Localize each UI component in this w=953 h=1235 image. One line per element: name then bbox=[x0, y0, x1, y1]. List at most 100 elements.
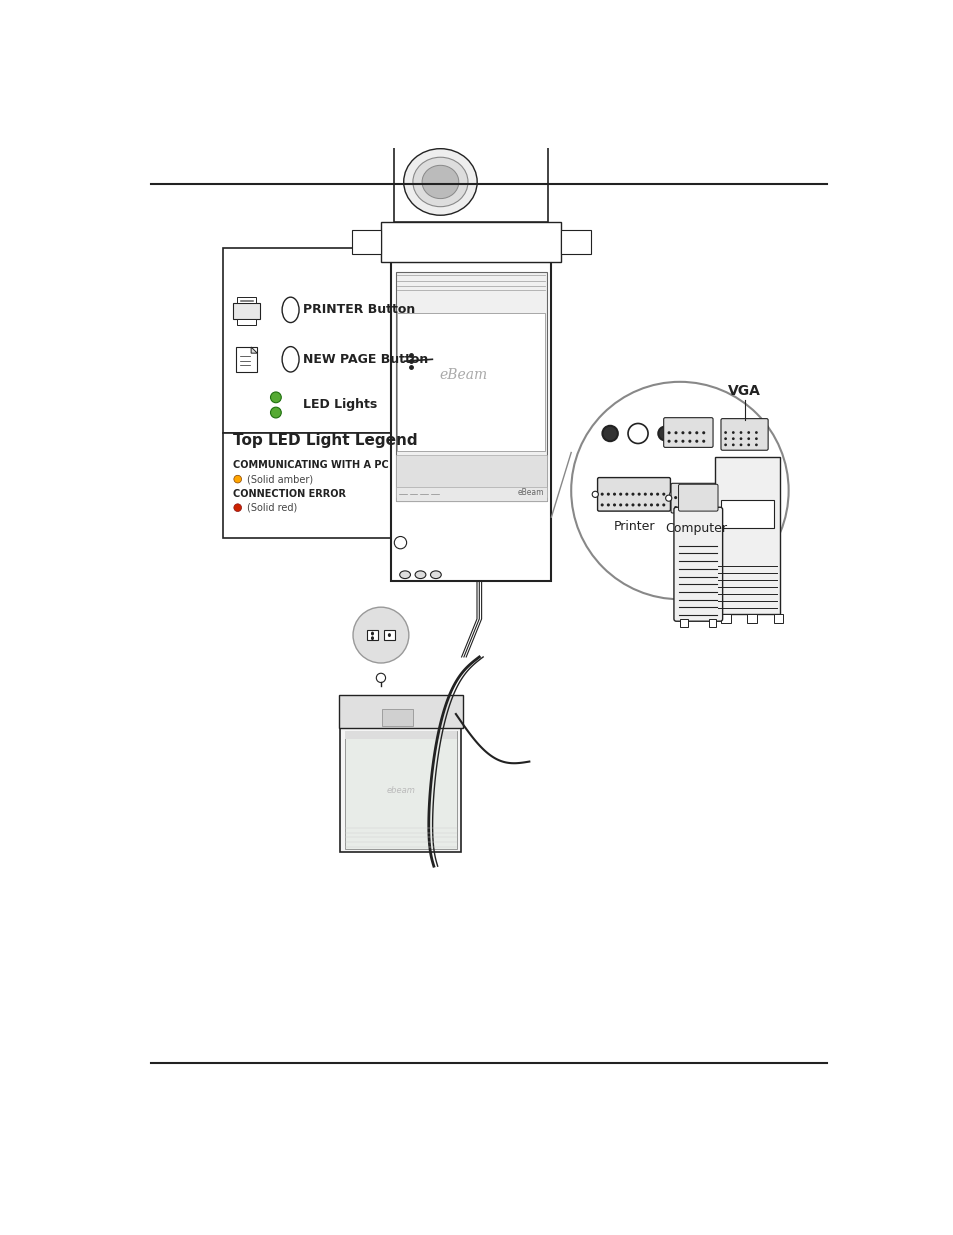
Circle shape bbox=[661, 493, 664, 495]
Circle shape bbox=[731, 437, 734, 440]
Circle shape bbox=[233, 504, 241, 511]
Bar bbox=[708, 619, 716, 626]
Bar bbox=[560, 231, 590, 254]
Bar bbox=[397, 314, 544, 451]
Circle shape bbox=[701, 431, 704, 435]
Text: ebeam: ebeam bbox=[386, 785, 415, 794]
Text: VGA: VGA bbox=[727, 384, 760, 398]
Circle shape bbox=[701, 440, 704, 443]
Circle shape bbox=[720, 495, 726, 501]
Circle shape bbox=[754, 437, 757, 440]
Circle shape bbox=[754, 431, 757, 433]
Circle shape bbox=[606, 504, 609, 506]
Ellipse shape bbox=[415, 571, 425, 578]
Text: Computer: Computer bbox=[665, 522, 727, 535]
Bar bbox=[715, 457, 779, 614]
Text: Printer: Printer bbox=[613, 520, 654, 534]
Bar bbox=[367, 630, 377, 640]
Circle shape bbox=[723, 443, 726, 446]
Circle shape bbox=[674, 506, 677, 509]
Ellipse shape bbox=[282, 347, 298, 372]
Polygon shape bbox=[251, 347, 257, 353]
Circle shape bbox=[686, 506, 689, 509]
Circle shape bbox=[704, 506, 707, 509]
Circle shape bbox=[606, 493, 609, 495]
Circle shape bbox=[731, 443, 734, 446]
Bar bbox=[344, 731, 456, 848]
Circle shape bbox=[698, 496, 701, 499]
Circle shape bbox=[643, 493, 646, 495]
Circle shape bbox=[688, 440, 691, 443]
FancyBboxPatch shape bbox=[720, 419, 767, 451]
Ellipse shape bbox=[282, 298, 298, 322]
Circle shape bbox=[631, 504, 634, 506]
Bar bbox=[381, 222, 560, 262]
Circle shape bbox=[746, 431, 749, 433]
Circle shape bbox=[710, 506, 714, 509]
Circle shape bbox=[624, 493, 628, 495]
Circle shape bbox=[695, 431, 698, 435]
Circle shape bbox=[600, 493, 603, 495]
Circle shape bbox=[624, 504, 628, 506]
Circle shape bbox=[613, 493, 616, 495]
Circle shape bbox=[667, 431, 670, 435]
Text: PRINTER Button: PRINTER Button bbox=[303, 304, 415, 316]
Ellipse shape bbox=[413, 157, 468, 206]
Circle shape bbox=[679, 496, 682, 499]
Circle shape bbox=[637, 493, 640, 495]
Ellipse shape bbox=[371, 631, 374, 636]
Circle shape bbox=[688, 431, 691, 435]
Circle shape bbox=[600, 504, 603, 506]
Circle shape bbox=[674, 496, 677, 499]
Circle shape bbox=[739, 437, 741, 440]
Bar bbox=[352, 231, 381, 254]
Bar bbox=[237, 319, 255, 325]
Circle shape bbox=[661, 504, 664, 506]
Circle shape bbox=[698, 506, 701, 509]
Bar bbox=[773, 614, 782, 624]
Circle shape bbox=[674, 440, 677, 443]
Ellipse shape bbox=[403, 148, 476, 215]
Circle shape bbox=[637, 504, 640, 506]
Bar bbox=[237, 298, 255, 304]
Bar bbox=[679, 619, 687, 626]
FancyBboxPatch shape bbox=[663, 417, 712, 447]
Circle shape bbox=[271, 408, 281, 417]
Bar bbox=[391, 262, 551, 580]
Circle shape bbox=[618, 493, 621, 495]
FancyBboxPatch shape bbox=[678, 484, 718, 511]
Ellipse shape bbox=[371, 636, 374, 640]
Circle shape bbox=[656, 493, 659, 495]
Text: NEW PAGE Button: NEW PAGE Button bbox=[303, 353, 428, 366]
Ellipse shape bbox=[421, 165, 458, 199]
Text: Top LED Light Legend: Top LED Light Legend bbox=[233, 432, 417, 447]
Bar bbox=[344, 731, 456, 739]
Text: eBeam: eBeam bbox=[439, 368, 487, 382]
Text: COMMUNICATING WITH A PC: COMMUNICATING WITH A PC bbox=[233, 459, 389, 469]
Circle shape bbox=[731, 431, 734, 433]
Bar bbox=[382, 709, 413, 726]
Circle shape bbox=[754, 443, 757, 446]
Circle shape bbox=[739, 443, 741, 446]
Ellipse shape bbox=[430, 571, 441, 578]
Bar bbox=[395, 488, 546, 501]
Bar bbox=[394, 142, 548, 222]
Circle shape bbox=[667, 440, 670, 443]
Circle shape bbox=[692, 506, 695, 509]
Bar bbox=[747, 614, 756, 624]
Ellipse shape bbox=[401, 89, 419, 142]
Ellipse shape bbox=[399, 571, 410, 578]
Circle shape bbox=[353, 608, 409, 663]
Bar bbox=[395, 272, 546, 501]
Circle shape bbox=[739, 431, 741, 433]
Circle shape bbox=[394, 536, 406, 548]
Circle shape bbox=[692, 496, 695, 499]
Bar bbox=[223, 433, 432, 538]
Circle shape bbox=[704, 496, 707, 499]
Circle shape bbox=[271, 391, 281, 403]
Circle shape bbox=[746, 437, 749, 440]
Bar bbox=[410, 89, 532, 142]
Circle shape bbox=[601, 426, 618, 441]
Ellipse shape bbox=[388, 634, 391, 637]
FancyBboxPatch shape bbox=[673, 508, 721, 621]
